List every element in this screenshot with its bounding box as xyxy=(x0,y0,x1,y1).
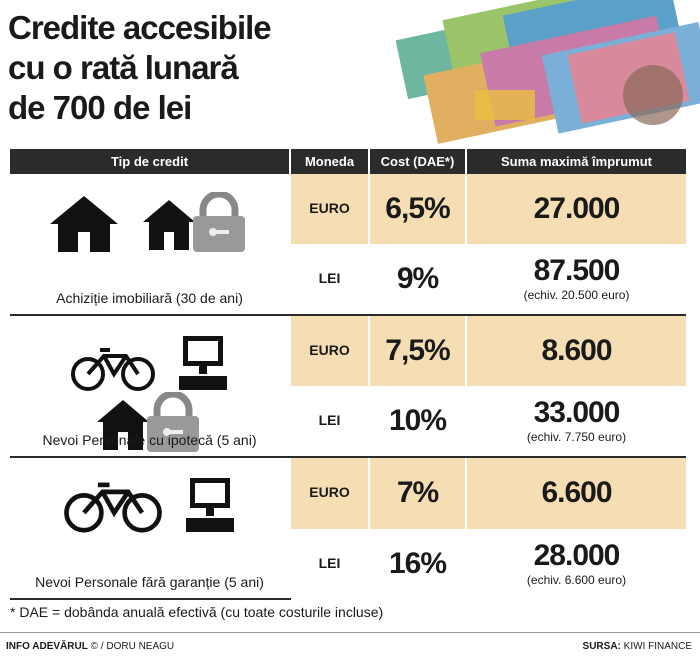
bicycle-icon xyxy=(71,348,156,391)
footer-author: © / DORU NEAGU xyxy=(90,641,175,652)
sum-cell: 33.000 (echiv. 7.750 euro) xyxy=(465,386,686,458)
sum-cell: 6.600 xyxy=(465,457,686,529)
header-sum: Suma maximă împrumut xyxy=(465,149,686,174)
house-lock-icon xyxy=(142,190,245,252)
credit-type-personal-mortgage: Nevoi Personale cu ipotecă (5 ani) xyxy=(10,315,290,458)
credit-type-caption: Nevoi Personale fără garanție (5 ani) xyxy=(35,574,264,590)
currency-cell: EURO xyxy=(289,174,369,244)
house-lock-icon xyxy=(96,390,199,452)
sum-cell: 28.000 (echiv. 6.600 euro) xyxy=(465,528,686,599)
cost-cell: 9% xyxy=(368,243,466,317)
cost-cell: 10% xyxy=(368,386,466,458)
banknotes-illustration xyxy=(395,0,700,148)
cost-cell: 7% xyxy=(368,457,466,529)
computer-icon xyxy=(178,336,227,390)
footer-credit: INFO ADEVĂRUL © / DORU NEAGU xyxy=(6,641,174,652)
currency-cell: LEI xyxy=(289,243,369,317)
credit-type-mortgage: Achiziție imobiliară (30 de ani) xyxy=(10,174,290,316)
sum-cell: 87.500 (echiv. 20.500 euro) xyxy=(465,243,686,317)
currency-cell: EURO xyxy=(289,457,369,529)
computer-icon xyxy=(185,478,234,532)
footer-source-label: SURSA: xyxy=(582,641,621,652)
header-type: Tip de credit xyxy=(10,149,290,174)
page-title: Credite accesibile cu o rată lunară de 7… xyxy=(8,8,368,128)
house-icon xyxy=(50,196,119,252)
cost-cell: 6,5% xyxy=(368,174,466,244)
cost-cell: 7,5% xyxy=(368,315,466,386)
bicycle-icon xyxy=(64,482,163,533)
footer-source-value: KIWI FINANCE xyxy=(623,641,692,652)
header-cost: Cost (DAE*) xyxy=(368,149,466,174)
currency-cell: LEI xyxy=(289,528,369,599)
footer-brand: INFO ADEVĂRUL xyxy=(6,641,88,652)
currency-cell: EURO xyxy=(289,315,369,386)
credit-type-caption: Achiziție imobiliară (30 de ani) xyxy=(56,290,243,306)
footer: INFO ADEVĂRUL © / DORU NEAGU SURSA: KIWI… xyxy=(0,632,700,658)
sum-cell: 27.000 xyxy=(465,174,686,244)
title-line-1: Credite accesibile xyxy=(8,9,272,46)
title-line-3: de 700 de lei xyxy=(8,89,192,126)
equivalent-note: (echiv. 7.750 euro) xyxy=(526,430,627,444)
footnote: * DAE = dobânda anuală efectivă (cu toat… xyxy=(10,604,384,620)
header-currency: Moneda xyxy=(289,149,369,174)
credit-type-caption: Nevoi Personale cu ipotecă (5 ani) xyxy=(42,432,257,448)
cost-cell: 16% xyxy=(368,528,466,599)
credit-table: Tip de credit Moneda Cost (DAE*) Suma ma… xyxy=(10,149,686,600)
equivalent-note: (echiv. 6.600 euro) xyxy=(526,572,627,587)
title-line-2: cu o rată lunară xyxy=(8,49,239,86)
currency-cell: LEI xyxy=(289,386,369,458)
equivalent-note: (echiv. 20.500 euro) xyxy=(523,287,630,302)
sum-cell: 8.600 xyxy=(465,315,686,386)
footer-source: SURSA: KIWI FINANCE xyxy=(583,641,692,652)
credit-type-personal-unsecured: Nevoi Personale fără garanție (5 ani) xyxy=(10,457,290,600)
